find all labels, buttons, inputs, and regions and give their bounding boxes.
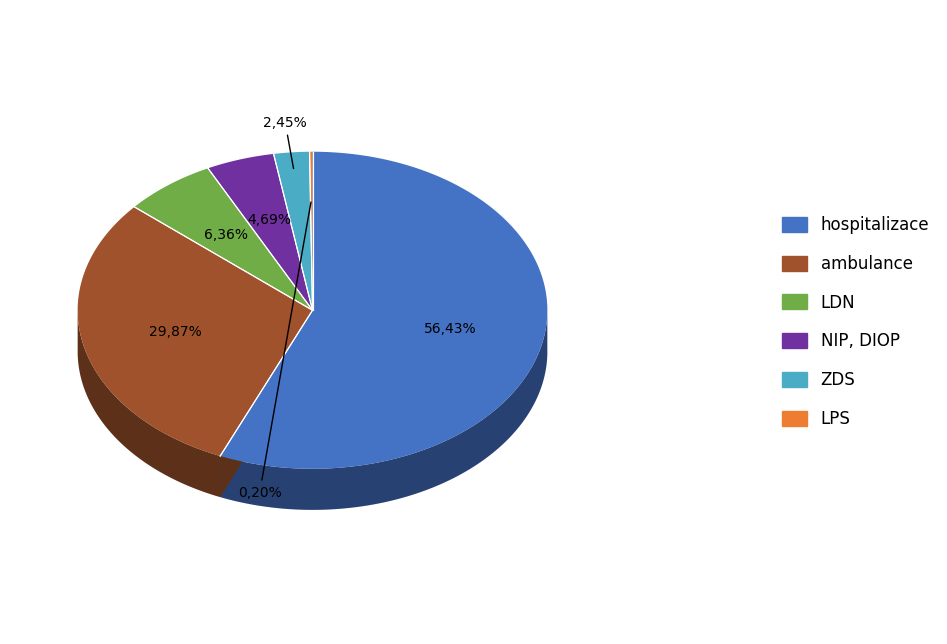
Polygon shape	[134, 168, 313, 310]
Text: 4,69%: 4,69%	[247, 213, 291, 227]
Polygon shape	[78, 207, 313, 456]
Polygon shape	[208, 154, 313, 310]
Polygon shape	[221, 152, 547, 469]
Text: 2,45%: 2,45%	[263, 116, 307, 169]
Polygon shape	[78, 311, 221, 497]
Text: 56,43%: 56,43%	[424, 323, 477, 336]
Polygon shape	[221, 310, 313, 497]
Text: 0,20%: 0,20%	[238, 202, 311, 500]
Text: 29,87%: 29,87%	[149, 325, 202, 339]
Polygon shape	[310, 152, 313, 310]
Polygon shape	[274, 152, 313, 310]
Polygon shape	[221, 312, 547, 510]
Polygon shape	[221, 310, 313, 497]
Polygon shape	[78, 352, 547, 510]
Text: 6,36%: 6,36%	[204, 228, 248, 242]
Legend: hospitalizace, ambulance, LDN, NIP, DIOP, ZDS, LPS: hospitalizace, ambulance, LDN, NIP, DIOP…	[782, 216, 929, 428]
